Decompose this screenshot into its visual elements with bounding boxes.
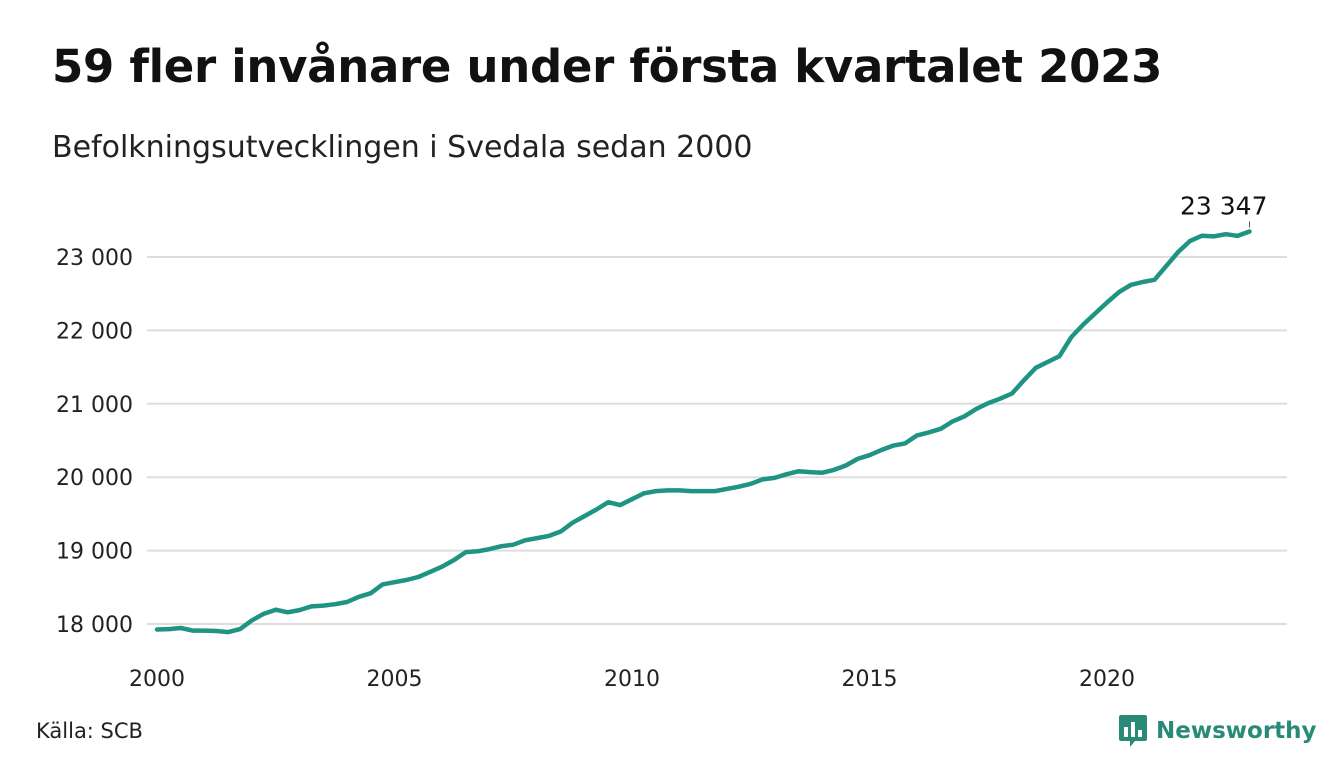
end-value-label: 23 347 xyxy=(1180,192,1267,221)
chart-title: 59 fler invånare under första kvartalet … xyxy=(52,40,1163,93)
y-tick-label: 20 000 xyxy=(56,466,133,491)
y-tick-label: 21 000 xyxy=(56,393,133,418)
y-tick-label: 19 000 xyxy=(56,540,133,565)
line-chart: 18 000 19 000 20 000 21 000 22 000 23 000 2000… xyxy=(56,192,1287,692)
x-tick-label: 2005 xyxy=(367,667,423,692)
x-tick-label: 2010 xyxy=(604,667,660,692)
y-tick-label: 22 000 xyxy=(56,319,133,344)
y-tick-label: 23 000 xyxy=(56,246,133,271)
series-line xyxy=(154,229,1252,635)
x-tick-label: 2020 xyxy=(1079,667,1135,692)
x-tick-label: 2000 xyxy=(129,667,185,692)
y-tick-label: 18 000 xyxy=(56,613,133,638)
bar-chart-speech-bubble-icon xyxy=(1119,715,1147,747)
newsworthy-logo: Newsworthy xyxy=(1118,713,1317,749)
brand-name: Newsworthy xyxy=(1156,718,1317,744)
x-tick-label: 2015 xyxy=(842,667,898,692)
chart-subtitle: Befolkningsutvecklingen i Svedala sedan … xyxy=(52,130,753,165)
source-note: Källa: SCB xyxy=(36,719,143,743)
